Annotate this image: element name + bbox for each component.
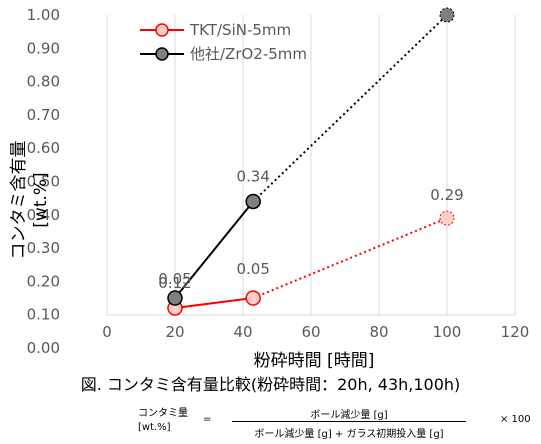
- x-tick-label: 40: [233, 323, 252, 341]
- series-group: [167, 7, 455, 316]
- grid-lines: [106, 15, 516, 316]
- x-tick-label: 20: [165, 323, 184, 341]
- formula-lhs: コンタミ量 [wt.%]: [138, 407, 188, 435]
- y-tick-label: 0.40: [27, 206, 60, 224]
- series-1-point: [245, 193, 261, 210]
- y-tick-label: 0.20: [27, 272, 60, 290]
- y-tick-label: 1.00: [27, 6, 60, 24]
- series-1-data-label: 0.90: [430, 0, 463, 1]
- formula-lhs-line2: [wt.%]: [138, 422, 171, 433]
- x-tick-label: 80: [369, 323, 388, 341]
- series-1-segment: [252, 14, 448, 203]
- series-0-segment: [252, 217, 448, 299]
- y-tick-label: 0.60: [27, 139, 60, 157]
- formula-multiplier: × 100: [500, 414, 531, 425]
- series-1-data-label: 0.34: [236, 167, 269, 185]
- series-0-segment: [174, 297, 254, 310]
- series-0-point: [439, 210, 455, 226]
- formula-numerator: ボール減少量 [g]: [310, 410, 388, 421]
- data-labels: 0.120.050.290.050.340.90: [158, 0, 463, 292]
- y-axis-title-line1: コンタミ含有量: [9, 141, 29, 260]
- x-tick-label: 100: [433, 323, 462, 341]
- formula-equals: =: [203, 414, 212, 425]
- contamination-chart: 0.00 0.10 0.20 0.30 0.40 0.50 0.60 0.70 0.80 0.90…: [9, 0, 529, 370]
- y-tick-label: 0.80: [27, 73, 60, 91]
- x-axis-ticks: 0 20 40 60 80 100 120: [102, 323, 529, 341]
- x-tick-label: 0: [102, 323, 112, 341]
- series-0-data-label: 0.12: [158, 274, 191, 292]
- legend-label-1: 他社/ZrO2-5mm: [190, 45, 307, 63]
- series-1-segment: [174, 200, 254, 299]
- legend-label-0: TKT/SiN-5mm: [189, 21, 291, 39]
- x-tick-label: 60: [301, 323, 320, 341]
- series-1-point: [439, 7, 455, 23]
- y-tick-label: 0.00: [27, 339, 60, 357]
- y-tick-label: 0.50: [27, 173, 60, 191]
- formula: コンタミ量 [wt.%] = ボール減少量 [g] ボール減少量 [g] + ガ…: [0, 404, 541, 444]
- x-axis-title: 粉砕時間 [時間]: [254, 351, 375, 370]
- formula-lhs-line1: コンタミ量: [138, 408, 188, 419]
- series-1-data-label: 0.05: [158, 270, 191, 288]
- y-axis-title-line2: [wt.%]: [31, 172, 51, 227]
- y-tick-label: 0.10: [27, 306, 60, 324]
- legend-marker-1: [155, 47, 169, 61]
- figure-caption: 図. コンタミ含有量比較(粉砕時間：20h, 43h,100h): [80, 375, 461, 394]
- y-tick-label: 0.30: [27, 239, 60, 257]
- series-0-data-label: 0.29: [430, 186, 463, 204]
- legend: TKT/SiN-5mm 他社/ZrO2-5mm: [140, 21, 307, 63]
- series-1-point: [167, 290, 183, 306]
- y-tick-label: 0.90: [27, 39, 60, 57]
- formula-fraction-bar: [232, 421, 466, 422]
- series-0-data-label: 0.05: [236, 260, 269, 278]
- y-axis-ticks: 0.00 0.10 0.20 0.30 0.40 0.50 0.60 0.70 0.80 0.90…: [27, 6, 60, 357]
- legend-marker-0: [155, 23, 169, 37]
- y-axis-title: コンタミ含有量 [wt.%]: [9, 141, 51, 260]
- formula-denominator: ボール減少量 [g] + ガラス初期投入量 [g]: [254, 429, 444, 440]
- y-tick-label: 0.70: [27, 106, 60, 124]
- series-0-point: [245, 290, 261, 306]
- x-tick-label: 120: [501, 323, 530, 341]
